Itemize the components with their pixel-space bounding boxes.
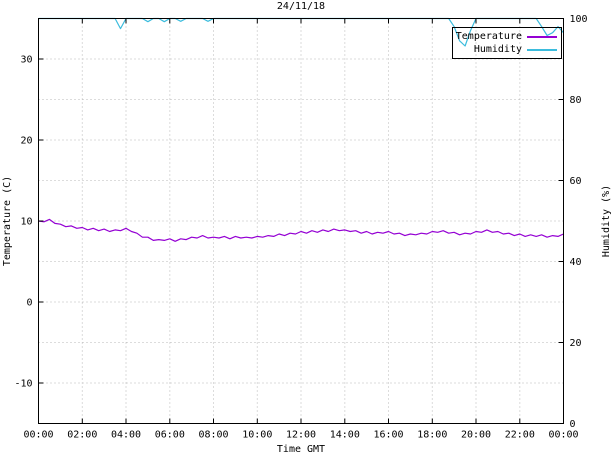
y2-tick-label: 40 <box>570 257 582 268</box>
x-tick-label: 14:00 <box>330 430 360 441</box>
x-tick-label: 10:00 <box>242 430 272 441</box>
legend-item-humidity: Humidity <box>457 44 557 55</box>
x-tick-label: 00:00 <box>23 430 53 441</box>
y2-axis-label: Humidity (%) <box>601 184 612 258</box>
x-tick-label: 08:00 <box>198 430 228 441</box>
x-tick-label: 12:00 <box>286 430 316 441</box>
legend: Temperature Humidity <box>452 27 562 59</box>
y2-tick-label: 100 <box>570 14 588 25</box>
temperature-series-line <box>38 218 564 242</box>
x-tick-label: 04:00 <box>111 430 141 441</box>
legend-label-temperature: Temperature <box>455 31 522 42</box>
x-tick-label: 00:00 <box>548 430 578 441</box>
temperature-line-sample <box>527 35 557 38</box>
y-tick-label: -10 <box>14 379 32 390</box>
y-axis-label: Temperature (C) <box>2 175 13 267</box>
x-tick-label: 02:00 <box>67 430 97 441</box>
y-tick-label: 10 <box>20 217 32 228</box>
y2-tick-label: 20 <box>570 338 582 349</box>
x-tick-label: 20:00 <box>461 430 491 441</box>
y2-tick-label: 60 <box>570 176 582 187</box>
y2-tick-label: 0 <box>570 419 576 430</box>
legend-item-temperature: Temperature <box>455 31 557 42</box>
y2-tick-label: 80 <box>570 95 582 106</box>
x-tick-label: 16:00 <box>373 430 403 441</box>
x-tick-label: 06:00 <box>155 430 185 441</box>
x-tick-label: 18:00 <box>417 430 447 441</box>
chart-title: 24/11/18 <box>276 1 326 12</box>
legend-label-humidity: Humidity <box>473 44 522 55</box>
humidity-line-sample <box>527 48 557 51</box>
x-axis-label: Time GMT <box>276 444 326 455</box>
y-tick-label: 0 <box>26 298 32 309</box>
x-tick-label: 22:00 <box>505 430 535 441</box>
y-tick-label: 30 <box>20 55 32 66</box>
y-tick-label: 20 <box>20 136 32 147</box>
